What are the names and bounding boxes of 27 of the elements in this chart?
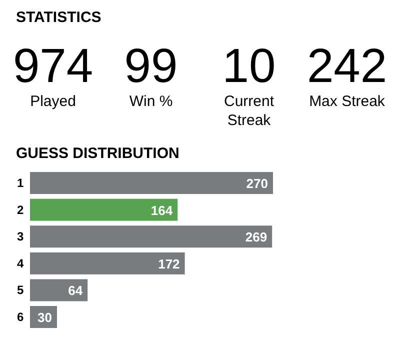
bar [30, 198, 178, 221]
y-tick-label: 5 [17, 283, 24, 298]
category-label: Max Streak [309, 93, 386, 110]
data-label: 269 [245, 230, 268, 245]
bar [30, 252, 185, 274]
data-label: 164 [150, 202, 174, 218]
data-label: 10 [222, 40, 276, 93]
data-label: 270 [246, 176, 268, 191]
bar [30, 172, 273, 194]
y-tick-label: 3 [17, 230, 24, 244]
y-tick-label: 4 [17, 256, 24, 270]
category-label: Played [30, 93, 76, 110]
y-tick-label: 6 [17, 310, 24, 324]
data-label: 974 [12, 40, 94, 93]
category-label: Current Streak [224, 93, 275, 129]
bar [30, 279, 88, 302]
data-label: 99 [124, 40, 178, 93]
y-tick-label: 2 [17, 202, 24, 217]
chart-title: GUESS DISTRIBUTION [16, 145, 180, 162]
y-tick-label: 1 [17, 176, 24, 190]
data-label: 242 [306, 40, 388, 93]
bar [30, 226, 272, 248]
category-label: Win % [129, 93, 173, 110]
text: STATISTICS [16, 9, 102, 26]
data-label: 64 [68, 283, 84, 298]
data-label: 30 [38, 310, 52, 325]
data-label: 172 [158, 256, 180, 272]
